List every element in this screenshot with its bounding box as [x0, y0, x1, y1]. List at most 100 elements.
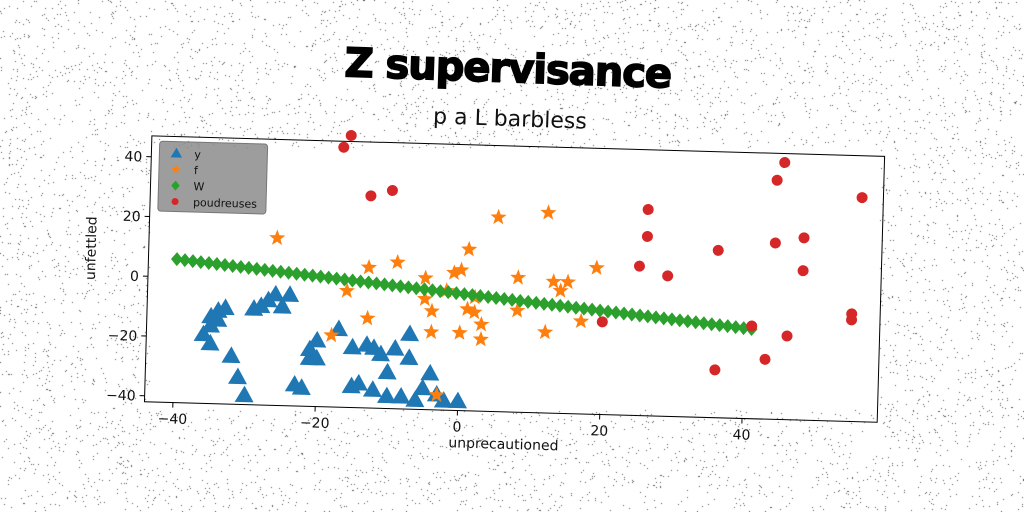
- data-point-f: [540, 204, 557, 220]
- data-point-f: [459, 300, 476, 317]
- data-point-f: [559, 273, 577, 290]
- data-point-w: [370, 276, 383, 291]
- data-point-y: [348, 373, 368, 391]
- data-point-poudreuses: [797, 265, 809, 277]
- data-point-f: [417, 290, 434, 307]
- data-point-w: [266, 263, 279, 278]
- data-point-w: [234, 259, 247, 274]
- data-point-poudreuses: [596, 316, 608, 328]
- data-point-y: [193, 324, 213, 342]
- data-point-poudreuses: [709, 364, 721, 376]
- plot-area: [143, 135, 886, 423]
- legend-label: W: [193, 180, 204, 193]
- data-point-y: [228, 367, 248, 385]
- data-point-f: [473, 315, 490, 332]
- data-point-w: [570, 300, 582, 315]
- data-point-y: [405, 390, 425, 408]
- data-point-y: [433, 391, 453, 408]
- data-point-poudreuses: [338, 141, 350, 153]
- data-point-y: [265, 284, 285, 302]
- data-point-poudreuses: [345, 129, 357, 141]
- data-point-y: [306, 348, 326, 366]
- data-point-w: [641, 309, 654, 324]
- data-point-w: [442, 285, 455, 300]
- data-point-poudreuses: [781, 330, 793, 342]
- data-point-y: [420, 363, 440, 381]
- data-point-w: [338, 272, 351, 287]
- data-point-w: [274, 264, 287, 279]
- data-point-f: [453, 261, 470, 278]
- data-point-w: [466, 288, 479, 303]
- data-point-y: [215, 298, 235, 316]
- data-point-w: [250, 261, 263, 276]
- data-point-y: [385, 338, 405, 356]
- data-point-poudreuses: [746, 320, 758, 332]
- data-point-f: [472, 330, 490, 347]
- data-point-w: [482, 290, 495, 305]
- data-point-w: [578, 301, 590, 316]
- data-point-w: [178, 253, 191, 268]
- data-point-poudreuses: [386, 184, 398, 196]
- data-point-f: [359, 309, 376, 326]
- data-point-w: [625, 307, 638, 322]
- data-point-f: [423, 323, 440, 340]
- data-point-w: [514, 293, 527, 308]
- data-point-f: [269, 229, 286, 246]
- y-tick-label: −20: [108, 328, 138, 345]
- data-point-w: [617, 306, 630, 321]
- data-point-w: [498, 291, 511, 306]
- data-point-f: [490, 208, 507, 225]
- data-point-w: [186, 254, 199, 269]
- legend-marker-w: [171, 180, 180, 191]
- data-point-y: [272, 296, 292, 314]
- data-point-poudreuses: [633, 260, 645, 272]
- legend-marker-f: [171, 164, 181, 174]
- data-point-w: [665, 312, 678, 327]
- data-point-f: [545, 273, 562, 289]
- data-point-f: [588, 259, 605, 275]
- data-point-poudreuses: [712, 244, 724, 256]
- data-point-w: [490, 290, 503, 305]
- data-point-y: [299, 339, 319, 357]
- data-point-w: [346, 273, 359, 288]
- legend-marker-poudreuses: [171, 198, 179, 206]
- data-point-w: [410, 281, 423, 296]
- data-point-y: [400, 324, 420, 342]
- data-point-poudreuses: [798, 232, 810, 244]
- data-point-y: [371, 344, 391, 362]
- data-point-w: [402, 280, 415, 295]
- data-point-w: [649, 310, 662, 325]
- data-point-w: [681, 314, 694, 329]
- plot-group: −40 −20 0 20 40 −40 −20 0 20 40 unprecautioned u…: [83, 129, 886, 454]
- x-axis-label: unprecautioned: [448, 435, 559, 454]
- data-point-f: [509, 302, 526, 318]
- data-point-w: [218, 258, 231, 272]
- data-point-y: [234, 385, 254, 403]
- data-point-poudreuses: [771, 174, 783, 186]
- legend-label: f: [194, 164, 199, 177]
- data-point-w: [530, 295, 543, 310]
- data-point-y: [208, 310, 228, 327]
- y-tick-label: 40: [124, 149, 142, 165]
- legend-label: poudreuses: [193, 196, 258, 211]
- data-point-y: [342, 337, 362, 355]
- data-point-y: [377, 362, 397, 380]
- data-point-w: [522, 294, 535, 309]
- data-point-w: [538, 296, 551, 311]
- data-point-f: [428, 386, 445, 402]
- data-point-y: [376, 386, 396, 404]
- data-point-w: [594, 303, 606, 318]
- x-tick-label: 0: [452, 419, 461, 435]
- data-point-y: [412, 378, 432, 396]
- data-point-poudreuses: [642, 204, 654, 216]
- y-tick-label: −40: [106, 388, 136, 405]
- data-point-poudreuses: [769, 237, 781, 249]
- x-axis-ticks: −40 −20 0 20 40: [157, 402, 751, 444]
- data-point-f: [572, 312, 590, 329]
- data-point-w: [202, 256, 215, 271]
- data-point-y: [291, 378, 311, 395]
- data-point-w: [394, 279, 407, 294]
